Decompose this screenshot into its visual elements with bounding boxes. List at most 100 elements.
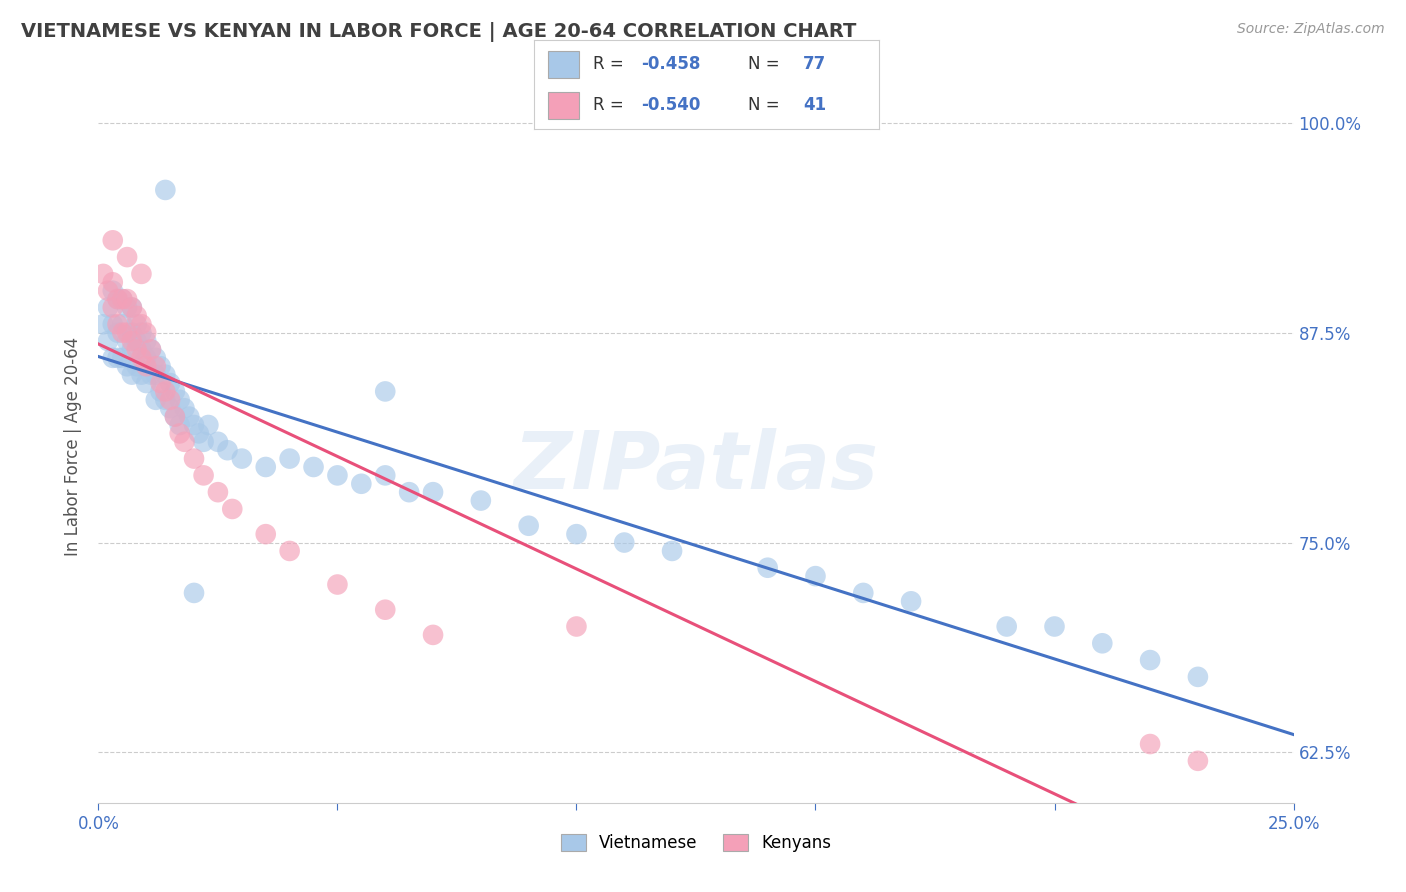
Point — [183, 417, 205, 432]
Point — [115, 292, 138, 306]
Point — [278, 544, 301, 558]
Point — [470, 493, 492, 508]
Point — [111, 351, 134, 365]
Legend: Vietnamese, Kenyans: Vietnamese, Kenyans — [554, 827, 838, 859]
Point — [1187, 754, 1209, 768]
Point — [145, 351, 167, 365]
Point — [613, 535, 636, 549]
Point — [804, 569, 827, 583]
Point — [900, 594, 922, 608]
Point — [565, 527, 588, 541]
Point — [107, 351, 129, 365]
Point — [101, 233, 124, 247]
Point — [111, 318, 134, 332]
Point — [197, 417, 219, 432]
Point — [149, 384, 172, 399]
Point — [217, 443, 239, 458]
Point — [1139, 737, 1161, 751]
Point — [149, 376, 172, 390]
Point — [115, 334, 138, 348]
Point — [107, 326, 129, 340]
Point — [169, 417, 191, 432]
Point — [193, 468, 215, 483]
Point — [254, 460, 277, 475]
Text: R =: R = — [593, 96, 628, 114]
Text: N =: N = — [748, 96, 785, 114]
Point — [91, 267, 114, 281]
Point — [661, 544, 683, 558]
Point — [131, 326, 153, 340]
Point — [107, 318, 129, 332]
Point — [374, 384, 396, 399]
Point — [131, 318, 153, 332]
Text: -0.540: -0.540 — [641, 96, 700, 114]
Point — [231, 451, 253, 466]
Point — [159, 392, 181, 407]
Point — [278, 451, 301, 466]
Point — [163, 409, 186, 424]
Point — [97, 284, 120, 298]
Point — [155, 183, 177, 197]
Point — [163, 409, 186, 424]
Point — [131, 351, 153, 365]
Point — [254, 527, 277, 541]
Point — [125, 309, 148, 323]
Point — [97, 334, 120, 348]
Point — [169, 392, 191, 407]
Point — [422, 628, 444, 642]
Point — [101, 318, 124, 332]
Y-axis label: In Labor Force | Age 20-64: In Labor Force | Age 20-64 — [63, 336, 82, 556]
Point — [115, 250, 138, 264]
Point — [139, 343, 162, 357]
Point — [135, 359, 157, 374]
Point — [145, 392, 167, 407]
Point — [193, 434, 215, 449]
Text: Source: ZipAtlas.com: Source: ZipAtlas.com — [1237, 22, 1385, 37]
Point — [107, 292, 129, 306]
Point — [101, 301, 124, 315]
Point — [1091, 636, 1114, 650]
Point — [350, 476, 373, 491]
Point — [159, 376, 181, 390]
Point — [111, 292, 134, 306]
Point — [121, 301, 143, 315]
Point — [159, 401, 181, 416]
Point — [565, 619, 588, 633]
Point — [121, 334, 143, 348]
Point — [221, 502, 243, 516]
Point — [302, 460, 325, 475]
Point — [101, 275, 124, 289]
Point — [173, 434, 195, 449]
Point — [155, 368, 177, 382]
Point — [115, 301, 138, 315]
Point — [115, 326, 138, 340]
Point — [139, 368, 162, 382]
Point — [183, 451, 205, 466]
Point — [101, 351, 124, 365]
Text: R =: R = — [593, 55, 628, 73]
Point — [97, 301, 120, 315]
Point — [91, 318, 114, 332]
Point — [1139, 653, 1161, 667]
Point — [995, 619, 1018, 633]
Point — [1187, 670, 1209, 684]
Point — [111, 292, 134, 306]
Point — [145, 368, 167, 382]
Bar — [548, 51, 579, 78]
Point — [374, 468, 396, 483]
Point — [121, 368, 143, 382]
Point — [852, 586, 875, 600]
Point — [125, 334, 148, 348]
Point — [517, 518, 540, 533]
Point — [125, 343, 148, 357]
Point — [139, 343, 162, 357]
Point — [121, 301, 143, 315]
Point — [135, 326, 157, 340]
Point — [131, 343, 153, 357]
Point — [111, 326, 134, 340]
Point — [121, 326, 143, 340]
Text: ZIPatlas: ZIPatlas — [513, 428, 879, 507]
Point — [149, 359, 172, 374]
Point — [207, 434, 229, 449]
Point — [169, 426, 191, 441]
